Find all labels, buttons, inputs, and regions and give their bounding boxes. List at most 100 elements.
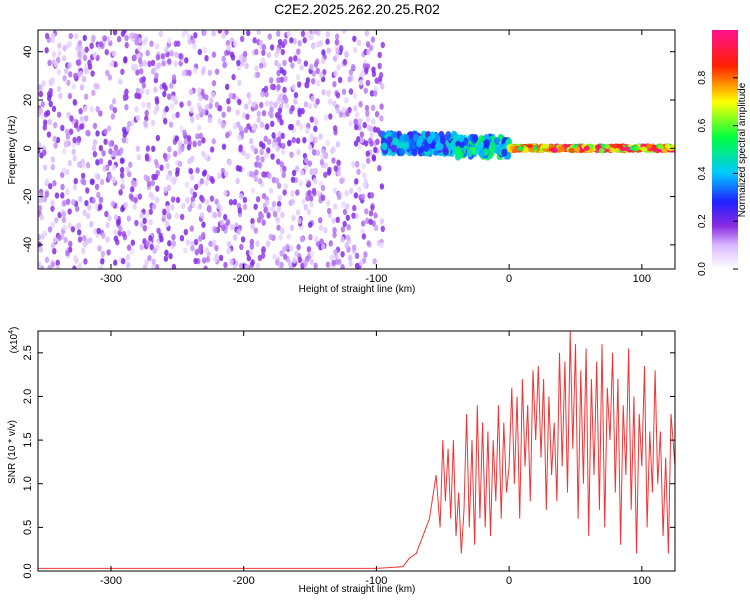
heatmap-cell	[118, 189, 123, 196]
heatmap-cell	[269, 44, 275, 51]
heatmap-cell	[279, 119, 284, 126]
heatmap-cell	[308, 195, 314, 202]
heatmap-cell	[237, 79, 242, 87]
heatmap-cell	[321, 49, 326, 56]
heatmap-cell	[63, 141, 69, 148]
heatmap-cell	[154, 196, 160, 204]
heatmap-cell	[345, 234, 351, 241]
heatmap-cell	[223, 189, 228, 197]
heatmap-cell	[96, 173, 101, 181]
heatmap-cell	[276, 224, 281, 231]
heatmap-cell	[289, 151, 294, 158]
heatmap-cell	[276, 182, 282, 189]
heatmap-cell	[38, 83, 43, 91]
heatmap-cell	[327, 98, 333, 105]
heatmap-cell	[44, 191, 49, 198]
heatmap-cell	[282, 69, 287, 76]
heatmap-cell	[325, 139, 330, 147]
heatmap-cell	[204, 94, 209, 101]
heatmap-cell	[72, 99, 78, 106]
heatmap-cell	[118, 225, 123, 232]
heatmap-cell	[255, 71, 261, 78]
heatmap-cell	[195, 113, 200, 120]
y-tick-label: 0	[22, 145, 34, 151]
heatmap-cell	[268, 187, 274, 194]
heatmap-cell	[437, 142, 444, 151]
heatmap-cell	[126, 244, 132, 251]
heatmap-cell	[353, 118, 358, 125]
spectrogram-y-ticks: -40 -20 0 20 40	[22, 46, 675, 253]
heatmap-cell	[163, 255, 169, 262]
heatmap-cell	[113, 61, 118, 68]
heatmap-cell	[315, 67, 320, 75]
heatmap-cell	[334, 33, 340, 40]
y-tick-label: 2.0	[22, 389, 34, 404]
heatmap-cell	[75, 205, 80, 212]
heatmap-cell	[201, 170, 207, 177]
heatmap-cell	[71, 148, 76, 156]
heatmap-cell	[225, 219, 231, 226]
heatmap-cell	[45, 109, 51, 117]
heatmap-cell	[121, 136, 127, 144]
heatmap-cell	[269, 83, 275, 91]
heatmap-cell	[558, 147, 565, 153]
snr-scale-label: (x104)	[8, 327, 20, 354]
heatmap-cell	[309, 258, 314, 265]
heatmap-cell	[298, 180, 303, 187]
heatmap-cell	[472, 134, 479, 143]
heatmap-cell	[112, 149, 117, 157]
heatmap-cell	[150, 179, 155, 187]
heatmap-cell	[51, 105, 57, 113]
heatmap-cell	[109, 104, 114, 111]
heatmap-cell	[104, 49, 109, 56]
heatmap-cell	[125, 166, 130, 173]
heatmap-cell	[172, 176, 178, 183]
heatmap-cell	[196, 124, 202, 131]
heatmap-cell	[260, 57, 265, 64]
heatmap-cell	[235, 109, 240, 116]
heatmap-cell	[370, 118, 376, 125]
heatmap-cell	[83, 67, 88, 75]
heatmap-cell	[377, 165, 382, 172]
heatmap-cell	[333, 203, 338, 210]
heatmap-cell	[645, 143, 652, 149]
heatmap-cell	[273, 211, 278, 218]
heatmap-cell	[369, 192, 375, 199]
heatmap-cell	[84, 46, 89, 53]
heatmap-cell	[169, 82, 174, 89]
heatmap-cell	[280, 227, 285, 235]
heatmap-cell	[253, 175, 259, 183]
heatmap-cell	[298, 123, 304, 130]
heatmap-cell	[370, 104, 376, 112]
heatmap-cell	[249, 238, 255, 246]
heatmap-cell	[67, 92, 73, 100]
heatmap-cell	[183, 228, 189, 236]
y-tick-label: 0.5	[22, 520, 34, 535]
heatmap-cell	[139, 77, 144, 84]
heatmap-cell	[354, 252, 360, 260]
heatmap-cell	[85, 162, 91, 169]
heatmap-cell	[199, 178, 205, 185]
heatmap-cell	[237, 134, 242, 141]
heatmap-cell	[291, 214, 296, 222]
heatmap-cell	[322, 69, 327, 76]
heatmap-cell	[144, 155, 150, 162]
heatmap-cell	[148, 191, 153, 199]
heatmap-cell	[640, 146, 647, 152]
heatmap-cell	[192, 191, 198, 198]
heatmap-cell	[368, 44, 374, 52]
heatmap-cell	[166, 212, 171, 220]
heatmap-cell	[352, 35, 357, 42]
heatmap-cell	[197, 48, 203, 56]
heatmap-cell	[341, 106, 346, 114]
heatmap-cell	[171, 233, 176, 241]
heatmap-cell	[96, 191, 101, 199]
heatmap-cell	[142, 217, 147, 224]
heatmap-cell	[255, 155, 260, 162]
y-tick-label: 1.0	[22, 476, 34, 491]
heatmap-cell	[67, 208, 72, 215]
heatmap-cell	[94, 183, 100, 191]
heatmap-cell	[73, 72, 78, 80]
heatmap-cell	[314, 236, 319, 243]
heatmap-cell	[222, 61, 227, 69]
